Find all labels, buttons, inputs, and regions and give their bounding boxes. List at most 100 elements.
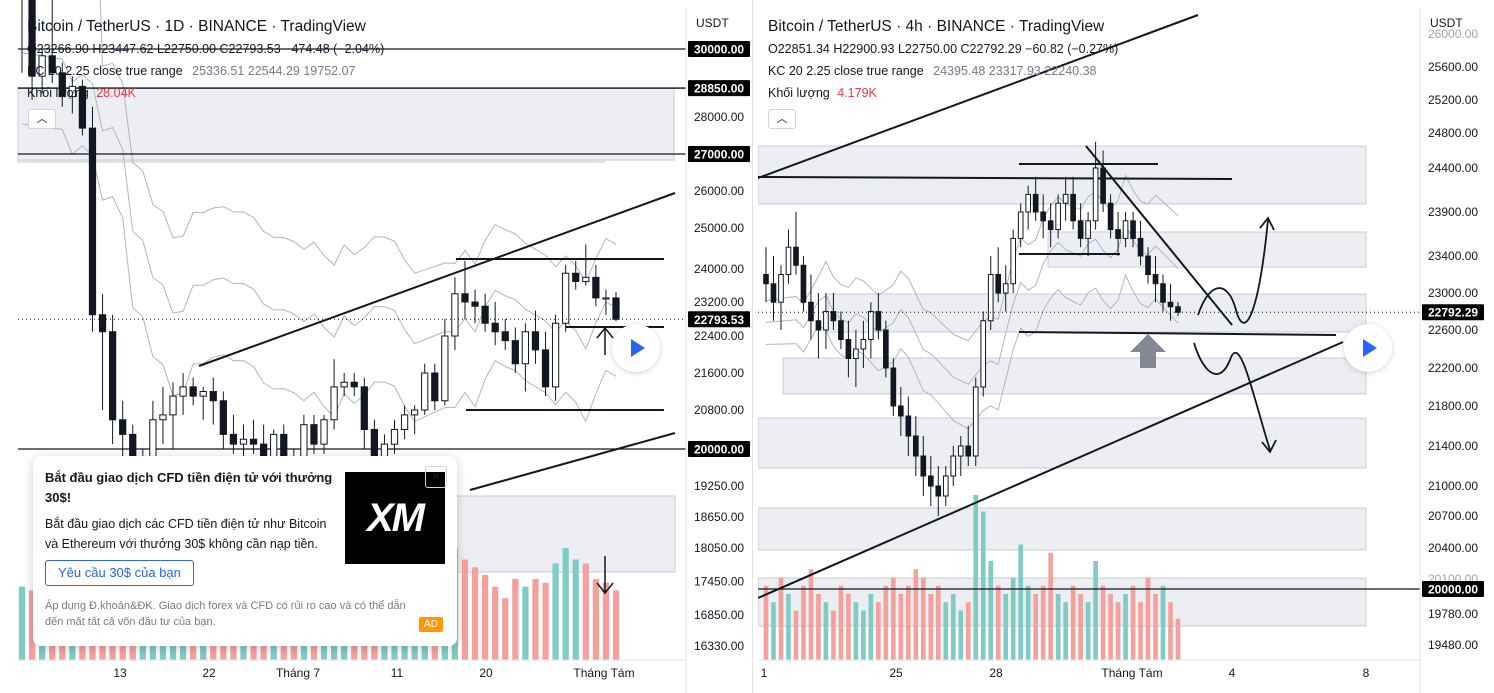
candle-body <box>179 386 187 397</box>
volume-bar <box>958 610 964 660</box>
price-tag-label: 20000.00 <box>1428 583 1478 597</box>
volume-bar <box>928 594 934 660</box>
candle-body <box>800 264 807 303</box>
time-tick-label: 25 <box>889 666 903 680</box>
volume-bar <box>1003 594 1009 660</box>
price-tag-label: 22793.53 <box>694 313 744 327</box>
volume-bar <box>883 585 889 660</box>
left-kc-values: 25336.51 22544.29 19752.07 <box>192 64 356 78</box>
price-tag-label: 27000.00 <box>694 148 744 162</box>
volume-bar <box>786 594 791 660</box>
left-chart-panel[interactable]: USDT 28000.00 26000.00 25000.00 24000.00 2320… <box>0 0 753 693</box>
candle-body <box>1085 220 1091 239</box>
volume-bar <box>831 610 836 660</box>
right-play-button[interactable] <box>1344 324 1392 372</box>
candle-body <box>219 400 227 435</box>
price-tick-label: 18050.00 <box>694 541 744 555</box>
volume-bar <box>920 577 926 660</box>
price-tick-label: 24000.00 <box>694 262 744 276</box>
time-tick-label: 22 <box>202 666 216 680</box>
volume-bar <box>471 567 479 660</box>
volume-bar <box>1093 561 1098 660</box>
volume-bar <box>816 594 821 660</box>
price-tick-label: 19250.00 <box>694 479 744 493</box>
candle-body <box>883 329 889 369</box>
candle-body <box>815 320 822 331</box>
volume-bar <box>18 586 26 660</box>
candle-body <box>845 339 852 359</box>
candle-body <box>28 0 36 77</box>
price-tick-label: 19780.00 <box>1428 607 1478 621</box>
candle-body <box>1010 237 1017 285</box>
candle-body <box>471 301 479 307</box>
price-tick-label: 17450.00 <box>694 575 744 589</box>
right-chart-svg[interactable]: USDT 25600.00 25200.00 24800.00 24400.00 2390… <box>758 0 1494 693</box>
candle-body <box>987 274 994 322</box>
left-collapse-button[interactable]: ︿ <box>28 109 56 129</box>
left-kc-label: KC 20 2.25 close true range <box>27 64 183 78</box>
close-icon: ✕ <box>430 469 442 484</box>
time-tick-label: 13 <box>113 666 127 680</box>
candle-body <box>551 322 560 388</box>
candle-body <box>935 485 942 497</box>
right-collapse-button[interactable]: ︿ <box>768 109 796 129</box>
right-volume-value: 4.179K <box>837 86 877 100</box>
volume-bar <box>492 586 499 660</box>
volume-bar <box>913 569 919 660</box>
candle-body <box>592 276 600 299</box>
price-tick-label: 22200.00 <box>1428 361 1478 375</box>
price-tag-background <box>1422 304 1484 321</box>
candle-body <box>1017 211 1024 239</box>
price-tick-label: 23400.00 <box>1428 249 1478 263</box>
ad-card[interactable]: Bắt đầu giao dịch CFD tiền điện tử với t… <box>33 456 457 646</box>
left-legend-kc: KC 20 2.25 close true range 25336.51 225… <box>27 60 384 82</box>
ad-close-button[interactable]: ✕ <box>425 466 447 488</box>
time-tick-label: 28 <box>989 666 1003 680</box>
candle-body <box>1032 193 1039 213</box>
candle-body <box>1077 220 1084 239</box>
price-tag-background <box>688 146 750 162</box>
candle-body <box>58 72 66 98</box>
time-tick-label: 4 <box>1229 666 1236 680</box>
volume-bar <box>1048 552 1053 660</box>
volume-bar <box>778 577 784 660</box>
trend-line <box>758 14 1199 179</box>
candle-body <box>602 297 610 300</box>
volume-bar <box>898 594 904 660</box>
candle-body <box>390 429 399 445</box>
up-arrow-annotation <box>596 326 614 355</box>
price-tag-label: 28850.00 <box>694 82 744 96</box>
price-tag-background <box>688 80 750 97</box>
price-tag-label: 30000.00 <box>694 43 744 57</box>
price-axis-currency: USDT <box>696 16 729 30</box>
volume-bar <box>602 582 610 660</box>
right-chart-panel[interactable]: USDT 25600.00 25200.00 24800.00 24400.00 2390… <box>758 0 1494 693</box>
candle-body <box>441 335 449 402</box>
ad-cta-button[interactable]: Yêu cầu 30$ của bạn <box>45 560 194 586</box>
supply-demand-zone <box>449 495 676 573</box>
candle-body <box>451 293 459 337</box>
volume-bar <box>1123 594 1128 660</box>
candle-body <box>169 395 177 416</box>
candle-body <box>942 475 949 497</box>
volume-bar <box>943 602 949 660</box>
candle-body <box>68 85 76 98</box>
right-legend-kc: KC 20 2.25 close true range 24395.48 233… <box>768 60 1118 82</box>
candle-body <box>1055 202 1061 231</box>
price-tick-label: 25600.00 <box>1428 60 1478 74</box>
time-tick-label: 1 <box>761 666 768 680</box>
bullish-arrow-head <box>1259 216 1275 231</box>
price-tick-label: 23900.00 <box>1428 205 1478 219</box>
supply-demand-zone <box>1047 231 1367 268</box>
volume-bar <box>481 575 489 660</box>
volume-bar <box>1175 618 1181 660</box>
left-play-button[interactable] <box>612 324 660 372</box>
candle-body <box>965 445 972 457</box>
price-tag-background <box>688 311 750 328</box>
candle-body <box>1107 202 1114 231</box>
right-kc-label: KC 20 2.25 close true range <box>768 64 924 78</box>
price-axis-currency: USDT <box>1430 16 1463 30</box>
candle-body <box>898 405 904 417</box>
left-legend-title: Bitcoin / TetherUS · 1D · BINANCE · Trad… <box>27 18 366 35</box>
bearish-arrow-head <box>1261 439 1277 454</box>
